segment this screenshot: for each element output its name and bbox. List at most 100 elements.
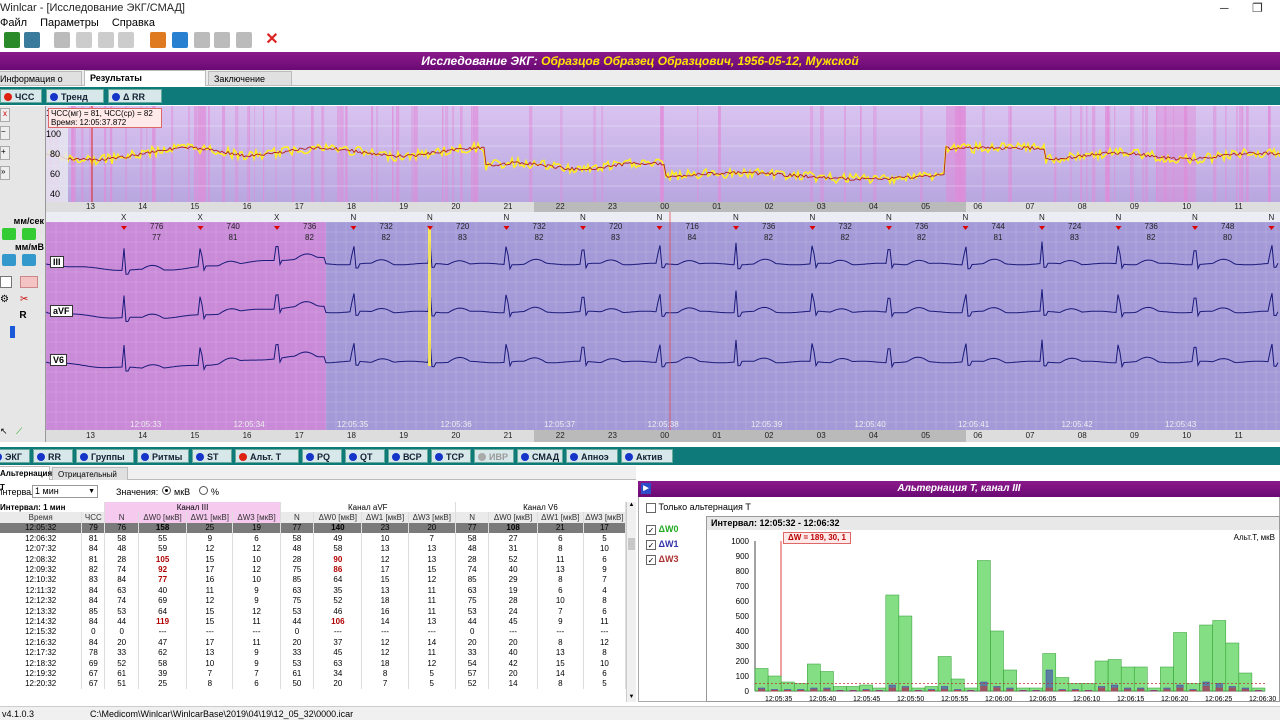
hand-icon[interactable]	[214, 32, 230, 48]
func-tab-13[interactable]: Актив	[621, 449, 673, 463]
scissors-icon[interactable]: ✂	[20, 294, 38, 306]
scroll-up-icon[interactable]: ▲	[627, 502, 636, 508]
wrench-icon[interactable]	[194, 32, 210, 48]
func-tab-0[interactable]: ЭКГ	[0, 449, 30, 463]
cursor-icon[interactable]: ↖	[0, 426, 12, 438]
scroll-thumb[interactable]	[628, 538, 635, 550]
speed-right-icon[interactable]	[22, 228, 36, 240]
pointer-icon[interactable]	[236, 32, 252, 48]
check-w0[interactable]: ✓ ΔW0	[646, 522, 678, 537]
table-cell: 14	[537, 668, 583, 678]
layout-icon[interactable]	[0, 276, 12, 288]
hr-trend-panel[interactable]: 120 100 80 60 40 ЧСС(мг) = 81, ЧСС(ср) =…	[46, 106, 1280, 202]
func-tab-10[interactable]: ИВР	[474, 449, 514, 463]
amp-up-icon[interactable]	[2, 254, 16, 266]
table-cell: 20	[455, 637, 489, 647]
func-tab-8[interactable]: ВСР	[388, 449, 428, 463]
check-w3-box[interactable]: ✓	[646, 555, 656, 565]
check-w3[interactable]: ✓ ΔW3	[646, 552, 678, 567]
tab-patient-info[interactable]: Информация о пациенте	[0, 71, 82, 85]
func-tab-2[interactable]: Группы	[76, 449, 134, 463]
r-slider[interactable]	[10, 326, 15, 338]
func-tab-7[interactable]: QT	[345, 449, 385, 463]
only-alt-checkbox-row[interactable]: Только альтернация T	[646, 502, 751, 513]
ecg-traces[interactable]: XXXNNNNNNNNNNNNNN	[46, 212, 1280, 430]
amp-down-icon[interactable]	[22, 254, 36, 266]
edit-icon[interactable]	[54, 32, 70, 48]
tab-rr-trend[interactable]: Тренд RR	[46, 89, 104, 103]
func-tab-5[interactable]: Альт. T	[235, 449, 299, 463]
check-w1-box[interactable]: ✓	[646, 540, 656, 550]
tab-results[interactable]: Результаты исследования	[84, 70, 206, 86]
check-w0-box[interactable]: ✓	[646, 525, 656, 535]
lead-label-iii: III	[50, 256, 64, 268]
func-tab-6[interactable]: PQ	[302, 449, 342, 463]
collapse-icon[interactable]: ▶	[641, 483, 651, 494]
export-icon[interactable]	[118, 32, 134, 48]
func-tab-4[interactable]: ST	[192, 449, 232, 463]
hr-trend-plot[interactable]	[46, 106, 1280, 202]
speed-left-icon[interactable]	[2, 228, 16, 240]
only-alt-checkbox[interactable]	[646, 503, 656, 513]
close-x-icon[interactable]: x	[0, 108, 10, 122]
func-tab-1[interactable]: RR	[33, 449, 73, 463]
alt-bar-2	[1098, 688, 1105, 691]
tool-blue-icon[interactable]	[172, 32, 188, 48]
close-study-icon[interactable]: ✕	[264, 32, 280, 48]
maximize-icon[interactable]: ❐	[1252, 0, 1263, 16]
tab-alt-t[interactable]: Альтернация T	[0, 466, 50, 480]
scroll-down-icon[interactable]: ▼	[627, 694, 636, 700]
print-icon[interactable]	[76, 32, 92, 48]
check-w1[interactable]: ✓ ΔW1	[646, 537, 678, 552]
tab-delta-rr[interactable]: Δ RR	[108, 89, 162, 103]
minimize-icon[interactable]: ─	[1220, 0, 1229, 16]
menu-file[interactable]: Файл	[0, 17, 27, 29]
link-icon[interactable]: ⚙	[0, 294, 12, 306]
func-tab-3[interactable]: Ритмы	[137, 449, 189, 463]
func-tab-11[interactable]: СМАД	[517, 449, 563, 463]
erase-icon[interactable]	[20, 276, 38, 288]
ruler-icon[interactable]: ⟋	[16, 426, 42, 438]
menu-params[interactable]: Параметры	[40, 17, 99, 29]
interval-select[interactable]: 1 мин ▼	[32, 485, 98, 498]
move-icon[interactable]: »	[0, 166, 10, 180]
tab-hr[interactable]: ЧСС	[0, 89, 42, 103]
zoom-in-icon[interactable]: +	[0, 146, 10, 160]
open-icon[interactable]	[4, 32, 20, 48]
preview-icon[interactable]	[98, 32, 114, 48]
ecg-panel[interactable]: XXXNNNNNNNNNNNNNN III aVF V6 77677740817…	[46, 212, 1280, 430]
radio-mv[interactable]	[162, 486, 171, 495]
menu-help[interactable]: Справка	[112, 17, 155, 29]
table-cell: 8	[537, 544, 583, 554]
table-scrollbar[interactable]: ▲ ▼	[626, 502, 636, 702]
radio-pct[interactable]	[199, 486, 208, 495]
zoom-out-icon[interactable]: −	[0, 126, 10, 140]
tab-negative-t[interactable]: Отрицательный T	[52, 467, 128, 480]
func-tab-12[interactable]: Апноэ	[566, 449, 618, 463]
save-icon[interactable]	[24, 32, 40, 48]
tab-conclusion[interactable]: Заключение врача	[208, 71, 292, 85]
alt-bar-chart[interactable]: 1000900800700600500400300200100012:05:35…	[707, 531, 1279, 703]
table-cell: 19	[489, 585, 537, 595]
tool-orange-icon[interactable]	[150, 32, 166, 48]
alt-bar-0	[899, 616, 912, 691]
func-tab-9[interactable]: ТСР	[431, 449, 471, 463]
